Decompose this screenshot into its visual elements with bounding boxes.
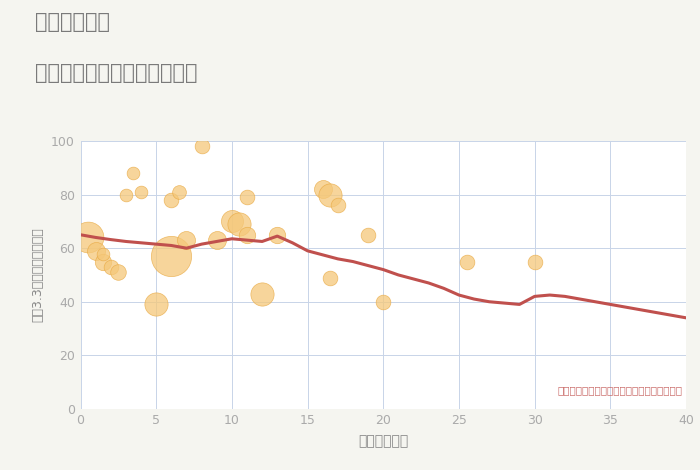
Point <box>241 231 253 239</box>
Point <box>325 274 336 282</box>
Point <box>90 247 101 255</box>
Point <box>181 236 192 244</box>
Point <box>226 218 237 225</box>
Point <box>97 250 108 257</box>
Point <box>120 191 132 198</box>
Point <box>332 202 344 209</box>
Point <box>113 268 124 276</box>
Point <box>256 290 267 298</box>
X-axis label: 築年数（年）: 築年数（年） <box>358 434 408 448</box>
Point <box>166 196 177 204</box>
Point <box>105 263 116 271</box>
Point <box>211 236 223 244</box>
Point <box>529 258 540 265</box>
Text: 築年数別中古マンション価格: 築年数別中古マンション価格 <box>35 63 197 84</box>
Text: 円の大きさは、取引のあった物件面積を示す: 円の大きさは、取引のあった物件面積を示す <box>558 385 683 396</box>
Point <box>461 258 472 265</box>
Point <box>97 258 108 265</box>
Point <box>136 188 147 196</box>
Point <box>150 301 162 308</box>
Point <box>363 231 374 239</box>
Text: 三重県徳和駅: 三重県徳和駅 <box>35 12 110 32</box>
Point <box>128 169 139 177</box>
Point <box>166 252 177 260</box>
Point <box>241 194 253 201</box>
Point <box>317 186 328 193</box>
Point <box>234 220 245 228</box>
Y-axis label: 坪（3.3㎡）単価（万円）: 坪（3.3㎡）単価（万円） <box>31 227 44 322</box>
Point <box>83 234 94 241</box>
Point <box>325 191 336 198</box>
Point <box>174 188 185 196</box>
Point <box>378 298 389 306</box>
Point <box>272 231 283 239</box>
Point <box>196 142 207 150</box>
